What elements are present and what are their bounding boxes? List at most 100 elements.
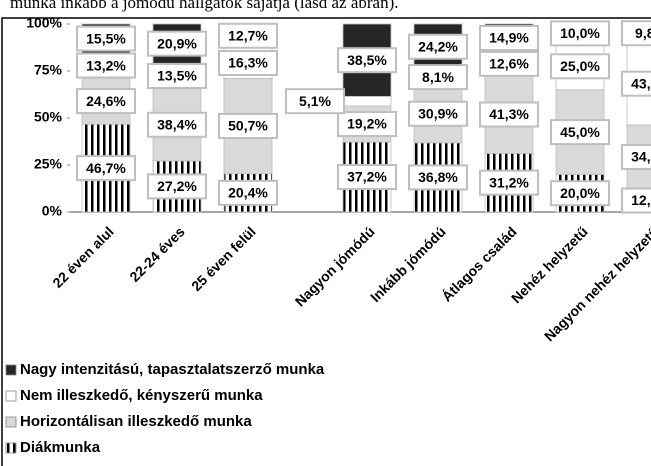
data-label-text: 12,2% [631,192,651,208]
data-label: 30,9% [408,100,468,127]
data-label-text: 16,3% [228,55,268,71]
frame [1,17,651,466]
data-label: 12,7% [218,22,278,49]
data-label: 41,3% [479,101,539,128]
data-label: 12,2% [621,187,651,214]
data-label: 20,0% [550,180,610,207]
data-label-text: 10,0% [560,25,600,41]
data-label-text: 27,2% [157,178,197,194]
label-box [147,62,207,89]
y-tick-label: 100% [26,15,62,31]
label-box [285,88,345,115]
data-label: 14,9% [479,25,539,52]
x-tick-label: Inkább jómódú [367,223,449,305]
caption: munka inkább a jómódú hallgatók sajátja … [10,0,399,12]
y-tick-label: 50% [34,109,63,125]
label-box [337,47,397,74]
label-box [76,155,136,182]
data-label-text: 50,7% [228,118,268,134]
data-label-text: 15,5% [86,30,126,46]
label-box [479,25,539,52]
label-box [218,22,278,49]
data-label: 12,6% [479,50,539,77]
label-box [550,53,610,80]
data-label-text: 41,3% [489,106,529,122]
data-label-text: 24,6% [86,93,126,109]
data-label-text: 31,2% [489,174,529,190]
data-label: 50,7% [218,112,278,139]
data-label-text: 25,0% [560,58,600,74]
bar-segment [342,95,392,107]
legend-marker [5,364,17,376]
data-label: 37,2% [337,164,397,191]
data-label: 13,5% [147,62,207,89]
data-label-text: 12,6% [489,56,529,72]
data-label-text: 38,5% [347,52,387,68]
legend-label: Nem illeszkedő, kényszerű munka [20,387,263,404]
data-label-text: 12,7% [228,27,268,43]
label-box [621,187,651,214]
data-label-text: 9,8% [635,25,651,41]
data-label: 25,0% [550,53,610,80]
legend-marker [5,390,17,402]
legend-label: Nagy intenzitású, tapasztalatszerző munk… [20,361,325,378]
data-label-text: 45,0% [560,124,600,140]
data-label: 38,4% [147,111,207,138]
data-label: 19,2% [337,111,397,138]
label-box [479,169,539,196]
label-box [408,33,468,60]
x-tick-label: 25 éven felül [188,223,259,294]
data-label-text: 36,8% [418,169,458,185]
data-label-text: 8,1% [422,69,454,85]
x-tick-label: 22 éven alul [49,223,116,290]
label-box [621,144,651,171]
label-box [218,179,278,206]
legend-label: Horizontálisan illeszkedő munka [20,413,252,430]
label-box [76,52,136,79]
y-tick-label: 25% [34,156,63,172]
data-label: 24,6% [76,88,136,115]
label-box [337,111,397,138]
data-label-text: 34,1% [631,149,651,165]
data-label: 46,7% [76,155,136,182]
label-box [621,70,651,97]
x-tick-label: Nagyon jómódú [292,223,378,309]
x-tick-label: Nehéz helyzetű [508,223,591,306]
label-box [479,101,539,128]
data-label: 38,5% [337,47,397,74]
label-box [550,180,610,207]
label-box [147,173,207,200]
label-box [408,64,468,91]
data-label: 45,0% [550,119,610,146]
label-box [147,30,207,57]
label-box [550,119,610,146]
label-box [550,20,610,47]
data-label-text: 13,5% [157,68,197,84]
data-label-text: 46,7% [86,160,126,176]
x-tick-label: Nagyon nehéz helyzetű [541,223,651,344]
data-label-text: 30,9% [418,105,458,121]
y-tick-label: 0% [42,203,63,219]
data-label: 5,1% [285,88,345,115]
data-label-text: 37,2% [347,169,387,185]
label-box [76,88,136,115]
label-box [337,164,397,191]
data-label: 43,9% [621,70,651,97]
legend-marker [5,442,17,454]
data-label: 31,2% [479,169,539,196]
legend-label: Diákmunka [20,439,101,456]
data-label-text: 24,2% [418,38,458,54]
data-label-text: 5,1% [299,93,331,109]
data-label: 20,4% [218,179,278,206]
data-label-text: 20,4% [228,185,268,201]
x-tick-label: Átlagos család [439,223,520,304]
data-label: 36,8% [408,164,468,191]
label-box [218,112,278,139]
label-box [147,111,207,138]
data-label-text: 38,4% [157,116,197,132]
data-label-text: 20,9% [157,35,197,51]
data-label: 8,1% [408,64,468,91]
data-label: 10,0% [550,20,610,47]
data-label-text: 13,2% [86,57,126,73]
